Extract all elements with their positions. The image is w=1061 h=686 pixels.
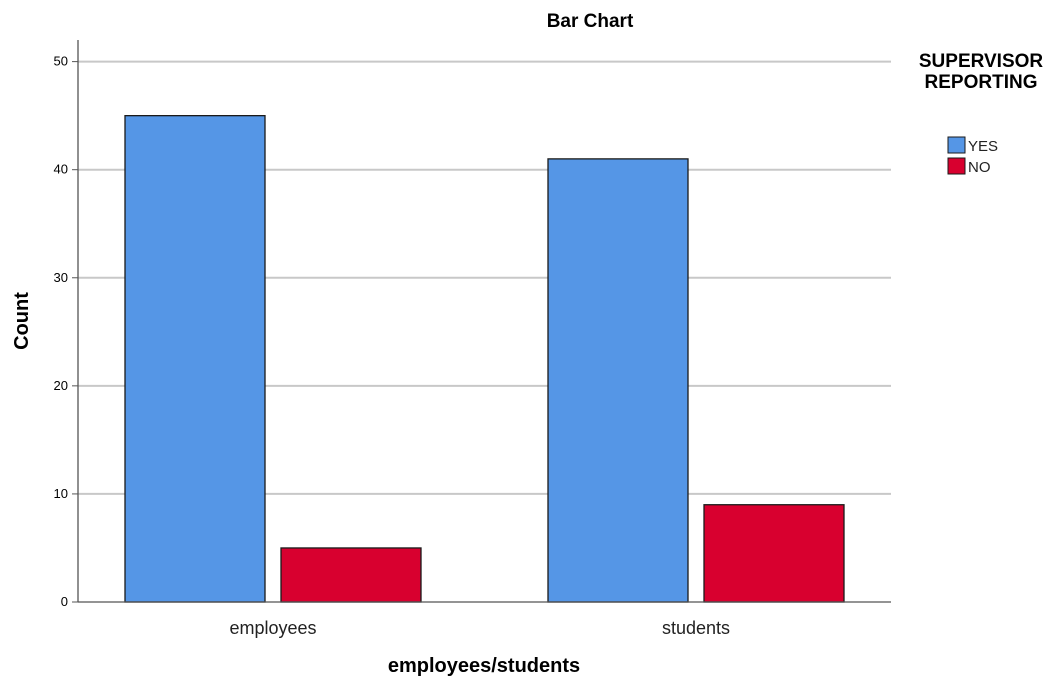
y-axis-title: Count [11,292,33,350]
x-tick-label: students [662,618,730,638]
x-tick-label: employees [229,618,316,638]
y-tick-labels: 0 10 20 30 40 50 [54,54,78,609]
legend-label-no: NO [968,159,991,176]
bars [124,115,845,603]
y-tick-label: 10 [54,486,68,501]
y-tick-label: 0 [61,594,68,609]
legend-items: YES NO [947,136,998,176]
x-tick-labels: employees students [229,618,730,638]
bar-employees-no [280,547,422,603]
y-tick-label: 20 [54,378,68,393]
legend-swatch-no [947,157,966,175]
legend-swatch-yes [947,136,966,154]
legend-title-line-1: SUPERVISOR [919,51,1044,72]
y-tick-label: 40 [54,162,68,177]
bar-students-no [703,504,845,603]
chart-title: Bar Chart [547,11,634,32]
axes [77,40,891,603]
bar-students-yes [547,158,689,603]
y-tick-label: 30 [54,270,68,285]
legend-label-yes: YES [968,138,998,155]
bar-employees-yes [124,115,266,603]
legend-title-line-2: REPORTING [925,72,1038,93]
x-axis-title: employees/students [388,655,580,677]
y-tick-label: 50 [54,54,68,69]
legend: SUPERVISOR REPORTING YES NO [919,51,1044,176]
